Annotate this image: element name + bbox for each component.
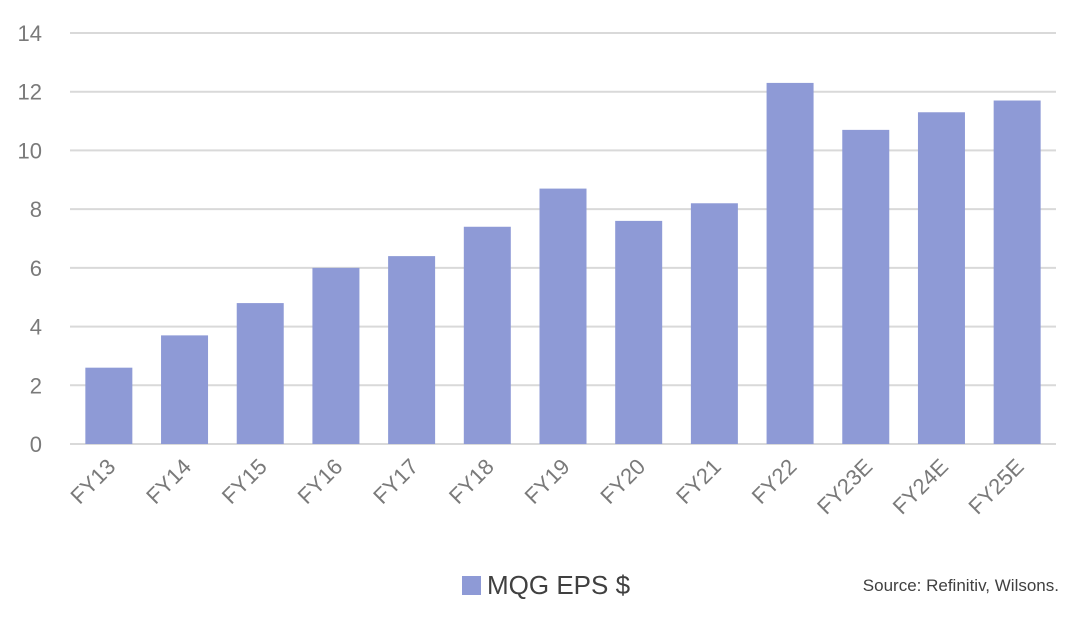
bar-fy15: [236, 303, 284, 444]
bar-fy16: [312, 267, 360, 444]
x-tick-label: FY24E: [888, 454, 953, 519]
y-tick-label: 14: [18, 21, 42, 46]
y-tick-label: 12: [18, 80, 42, 105]
y-tick-label: 2: [30, 373, 42, 398]
x-tick-label: FY17: [368, 454, 423, 509]
y-axis-ticks: 0 2 4 6 8 10 12 14: [18, 21, 42, 457]
bar-fy14: [161, 335, 209, 444]
bar-fy20: [615, 220, 663, 444]
x-tick-label: FY16: [293, 454, 348, 509]
bar-fy24e: [917, 112, 965, 444]
bar-fy13: [85, 367, 133, 444]
bar-fy19: [539, 188, 587, 444]
x-tick-label: FY13: [66, 454, 121, 509]
bar-fy25e: [993, 100, 1041, 445]
y-tick-label: 6: [30, 256, 42, 281]
legend: MQG EPS $: [462, 570, 630, 600]
x-tick-label: FY15: [217, 454, 272, 509]
legend-label: MQG EPS $: [487, 569, 631, 600]
y-tick-label: 0: [30, 432, 42, 457]
x-tick-label: FY25E: [963, 454, 1028, 519]
bar-fy23e: [842, 129, 890, 444]
bar-fy21: [690, 203, 738, 444]
x-tick-label: FY23E: [812, 454, 877, 519]
x-tick-label: FY18: [444, 454, 499, 509]
bar-fy17: [388, 256, 436, 444]
x-tick-label: FY20: [595, 454, 650, 509]
legend-swatch: [462, 575, 481, 595]
bar-fy18: [463, 226, 511, 444]
x-tick-label: FY22: [747, 454, 802, 509]
bar-chart: 0 2 4 6 8 10 12 14 FY13 FY14 FY15 FY16 FY17 FY18 FY19…: [18, 21, 1056, 519]
bars: [85, 82, 1041, 445]
y-tick-label: 10: [18, 138, 42, 163]
source-note: Source: Refinitiv, Wilsons.: [862, 576, 1059, 595]
x-tick-label: FY14: [141, 454, 196, 509]
bar-fy22: [766, 82, 814, 445]
x-axis-ticks: FY13 FY14 FY15 FY16 FY17 FY18 FY19 FY20 FY21 FY22…: [66, 454, 1029, 519]
y-tick-label: 8: [30, 197, 42, 222]
x-tick-label: FY21: [671, 454, 726, 509]
y-tick-label: 4: [30, 315, 42, 340]
x-tick-label: FY19: [520, 454, 575, 509]
